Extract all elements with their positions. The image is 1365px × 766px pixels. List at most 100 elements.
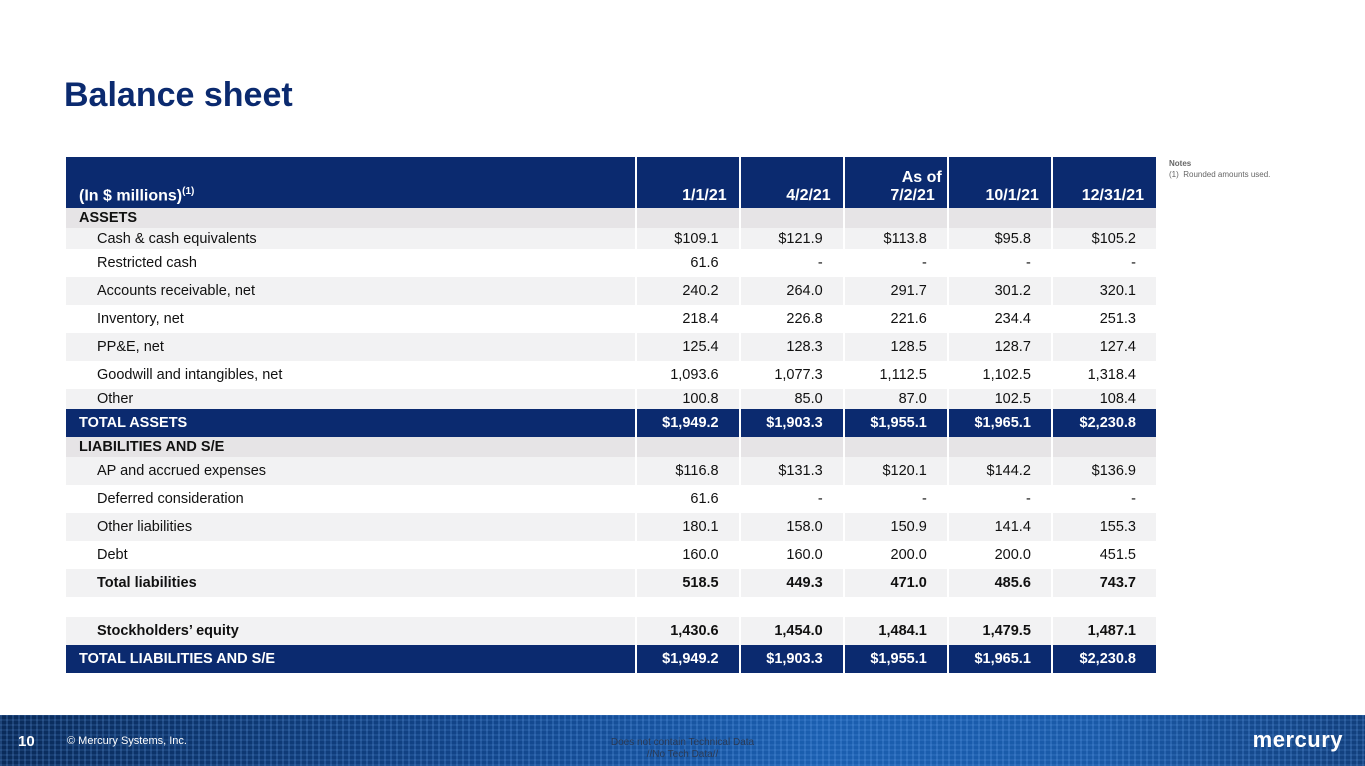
- row-value: 155.3: [1050, 513, 1156, 541]
- row-value: $1,965.1: [946, 409, 1052, 437]
- footnote-ref: (1): [182, 185, 195, 197]
- table-row: Inventory, net 218.4 226.8 221.6 234.4 251.3: [66, 305, 1156, 333]
- table-row: Other liabilities 180.1 158.0 150.9 141.4 155…: [66, 513, 1156, 541]
- row-value: $120.1: [842, 457, 948, 485]
- row-value: 150.9: [842, 513, 948, 541]
- section-heading: ASSETS: [66, 208, 636, 228]
- stockholders-equity-row: Stockholders’ equity 1,430.6 1,454.0 1,4…: [66, 617, 1156, 645]
- row-value: 102.5: [946, 389, 1052, 409]
- notes-heading: Notes: [1169, 159, 1192, 168]
- row-value: $109.1: [634, 228, 740, 249]
- row-value: 160.0: [634, 541, 740, 569]
- row-label: AP and accrued expenses: [66, 457, 636, 485]
- row-value: $2,230.8: [1050, 409, 1156, 437]
- row-label: PP&E, net: [66, 333, 636, 361]
- row-value: 240.2: [634, 277, 740, 305]
- units-label: (In $ millions): [79, 187, 183, 204]
- period-header: 4/2/21: [738, 157, 844, 208]
- row-value: 180.1: [634, 513, 740, 541]
- row-value: -: [738, 249, 844, 277]
- row-value: 108.4: [1050, 389, 1156, 409]
- footer-bar: 10 © Mercury Systems, Inc. Does not cont…: [0, 715, 1365, 766]
- row-value: 158.0: [738, 513, 844, 541]
- row-value: 100.8: [634, 389, 740, 409]
- row-value: 226.8: [738, 305, 844, 333]
- row-value: 128.3: [738, 333, 844, 361]
- header-label-cell: (In $ millions)(1): [66, 157, 636, 208]
- period-header-text: 7/2/21: [890, 187, 935, 204]
- balance-sheet-table: (In $ millions)(1) 1/1/21 4/2/21 As of 7/…: [66, 157, 1156, 673]
- table-row: Cash & cash equivalents $109.1 $121.9 $113.…: [66, 228, 1156, 249]
- row-value: $1,903.3: [738, 645, 844, 673]
- table-row: Deferred consideration 61.6- - - -: [66, 485, 1156, 513]
- row-value: 1,077.3: [738, 361, 844, 389]
- row-value: 449.3: [738, 569, 844, 597]
- row-value: 61.6: [634, 249, 740, 277]
- period-header: 1/1/21: [634, 157, 740, 208]
- row-value: 264.0: [738, 277, 844, 305]
- row-value: $1,903.3: [738, 409, 844, 437]
- row-value: $116.8: [634, 457, 740, 485]
- total-liabilities-row: Total liabilities 518.5 449.3 471.0 485.…: [66, 569, 1156, 597]
- row-value: 743.7: [1050, 569, 1156, 597]
- row-value: 518.5: [634, 569, 740, 597]
- row-value: 85.0: [738, 389, 844, 409]
- row-value: 251.3: [1050, 305, 1156, 333]
- row-value: 128.5: [842, 333, 948, 361]
- row-value: $95.8: [946, 228, 1052, 249]
- spacer-row: [66, 597, 1156, 617]
- row-label: Other: [66, 389, 636, 409]
- row-value: 141.4: [946, 513, 1052, 541]
- note-text: Rounded amounts used.: [1183, 170, 1271, 179]
- note-item: (1) Rounded amounts used.: [1169, 169, 1270, 180]
- row-value: $105.2: [1050, 228, 1156, 249]
- period-header: 10/1/21: [946, 157, 1052, 208]
- row-value: 471.0: [842, 569, 948, 597]
- page-title: Balance sheet: [64, 76, 293, 114]
- row-value: 1,318.4: [1050, 361, 1156, 389]
- row-value: 1,430.6: [634, 617, 740, 645]
- row-value: -: [842, 249, 948, 277]
- row-value: 451.5: [1050, 541, 1156, 569]
- row-label: Goodwill and intangibles, net: [66, 361, 636, 389]
- row-label: Accounts receivable, net: [66, 277, 636, 305]
- section-row-liabilities: LIABILITIES AND S/E: [66, 437, 1156, 457]
- row-value: $1,955.1: [842, 645, 948, 673]
- table-row: Other 100.8 85.0 87.0 102.5 108.4: [66, 389, 1156, 409]
- row-value: 128.7: [946, 333, 1052, 361]
- row-value: 87.0: [842, 389, 948, 409]
- row-label: Inventory, net: [66, 305, 636, 333]
- row-value: $131.3: [738, 457, 844, 485]
- row-value: 160.0: [738, 541, 844, 569]
- row-value: 485.6: [946, 569, 1052, 597]
- disclaimer-line: Does not contain Technical Data: [610, 737, 755, 748]
- row-value: 1,454.0: [738, 617, 844, 645]
- copyright-text: © Mercury Systems, Inc.: [67, 735, 187, 747]
- section-heading: LIABILITIES AND S/E: [66, 437, 636, 457]
- table-row: Goodwill and intangibles, net 1,093.6 1,07…: [66, 361, 1156, 389]
- footer-background-pattern: [0, 715, 1365, 766]
- row-value: 200.0: [946, 541, 1052, 569]
- row-value: 234.4: [946, 305, 1052, 333]
- row-value: $144.2: [946, 457, 1052, 485]
- row-label: Total liabilities: [66, 569, 636, 597]
- row-value: $136.9: [1050, 457, 1156, 485]
- note-number: (1): [1169, 170, 1179, 179]
- assets-rows: Cash & cash equivalents $109.1 $121.9 $113.…: [66, 228, 1156, 409]
- row-value: -: [946, 485, 1052, 513]
- row-value: -: [1050, 485, 1156, 513]
- page-number: 10: [18, 733, 35, 750]
- period-header: 12/31/21: [1050, 157, 1156, 208]
- tech-data-disclaimer: Does not contain Technical Data //No Tec…: [560, 737, 805, 761]
- row-label: Cash & cash equivalents: [66, 228, 636, 249]
- row-value: $121.9: [738, 228, 844, 249]
- row-value: 301.2: [946, 277, 1052, 305]
- row-label: Stockholders’ equity: [66, 617, 636, 645]
- row-value: $113.8: [842, 228, 948, 249]
- row-label: Debt: [66, 541, 636, 569]
- row-value: 127.4: [1050, 333, 1156, 361]
- notes-block: Notes (1) Rounded amounts used.: [1169, 158, 1270, 180]
- row-value: 221.6: [842, 305, 948, 333]
- table-row: Restricted cash 61.6- - - -: [66, 249, 1156, 277]
- as-of-label: As of: [901, 169, 942, 186]
